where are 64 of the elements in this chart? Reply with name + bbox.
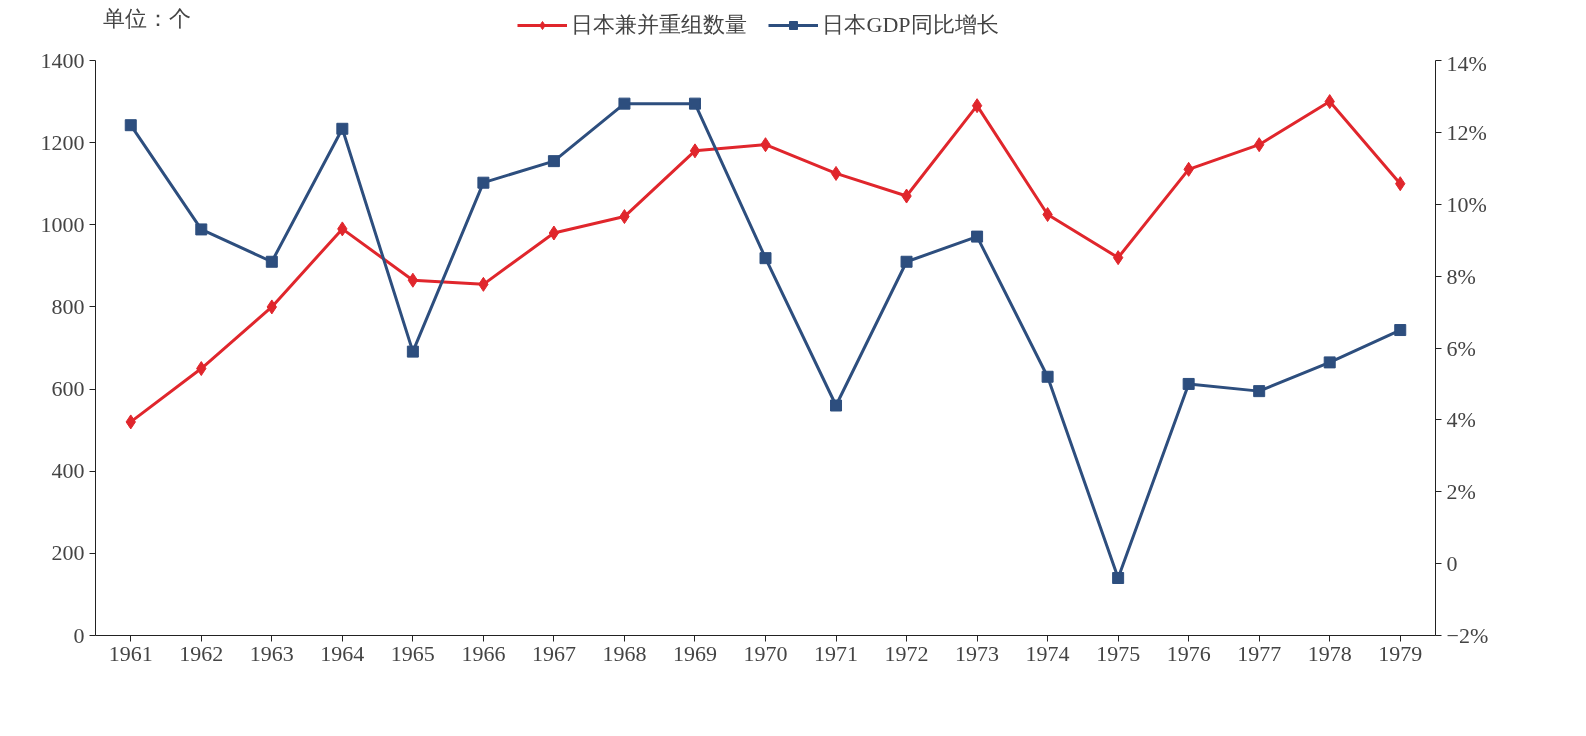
point xyxy=(1394,324,1407,337)
x-tick-label: 1961 xyxy=(108,640,153,666)
x-tick-label: 1979 xyxy=(1378,640,1423,666)
y-tick-label: 1200 xyxy=(40,129,85,155)
x-tick-label: 1969 xyxy=(672,640,717,666)
x-tick-label: 1964 xyxy=(320,640,365,666)
y2-tick-label: −2% xyxy=(1446,623,1489,648)
legend-label: 日本兼并重组数量 xyxy=(571,11,748,39)
y2-tick-label: 2% xyxy=(1446,479,1476,505)
x-tick-label: 1975 xyxy=(1096,640,1141,666)
y-tick-label: 400 xyxy=(51,458,85,484)
point xyxy=(124,119,137,132)
y-tick-label: 1400 xyxy=(40,47,85,73)
point xyxy=(1041,370,1054,383)
x-tick-label: 1977 xyxy=(1237,640,1282,666)
y2-tick-label: 8% xyxy=(1446,263,1476,289)
y2-tick-label: 6% xyxy=(1446,335,1476,361)
point xyxy=(689,143,701,159)
point xyxy=(336,122,349,135)
y-tick-label: 200 xyxy=(51,540,85,566)
point xyxy=(477,176,490,189)
x-tick-label: 1978 xyxy=(1307,640,1352,666)
y2-tick-label: 4% xyxy=(1446,407,1476,433)
y-tick-label: 600 xyxy=(51,376,85,402)
point xyxy=(265,255,278,268)
y2-tick-label: 10% xyxy=(1446,191,1487,217)
point xyxy=(971,230,984,243)
point xyxy=(900,255,913,268)
point xyxy=(971,98,983,114)
point xyxy=(618,97,631,110)
y-tick-label: 0 xyxy=(73,622,85,648)
x-tick-label: 1976 xyxy=(1166,640,1211,666)
x-tick-label: 1974 xyxy=(1025,640,1070,666)
point xyxy=(1112,572,1125,584)
point xyxy=(547,155,560,168)
point xyxy=(1182,377,1195,390)
text: 单位：个 xyxy=(103,5,192,31)
x-tick-label: 1971 xyxy=(814,640,859,666)
legend-label: 日本GDP同比增长 xyxy=(822,11,999,39)
point xyxy=(830,165,842,181)
x-tick-label: 1963 xyxy=(249,640,294,666)
x-tick-label: 1967 xyxy=(531,640,576,666)
point xyxy=(1323,356,1336,369)
y-tick-label: 800 xyxy=(51,293,85,319)
point xyxy=(407,272,419,288)
y2-tick-label: 0 xyxy=(1446,551,1458,577)
point xyxy=(759,252,772,265)
point xyxy=(195,223,208,236)
x-tick-label: 1970 xyxy=(743,640,788,666)
x-tick-label: 1962 xyxy=(179,640,224,666)
y2-tick-label: 12% xyxy=(1446,119,1487,145)
point xyxy=(1253,385,1266,398)
x-tick-label: 1965 xyxy=(390,640,435,666)
x-tick-label: 1973 xyxy=(955,640,1000,666)
point xyxy=(830,399,843,412)
x-tick-label: 1972 xyxy=(884,640,929,666)
point xyxy=(1112,250,1124,266)
point xyxy=(406,345,419,358)
x-tick-label: 1966 xyxy=(461,640,506,666)
x-tick-label: 1968 xyxy=(602,640,647,666)
y-tick-label: 1000 xyxy=(40,211,85,237)
y2-tick-label: 14% xyxy=(1446,50,1487,76)
point xyxy=(688,97,701,110)
point xyxy=(548,225,560,241)
